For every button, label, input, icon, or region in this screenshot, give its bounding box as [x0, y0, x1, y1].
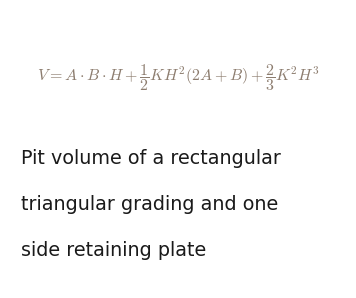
Text: side retaining plate: side retaining plate [21, 241, 206, 260]
Text: $V = A \cdot B \cdot H + \dfrac{1}{2}KH^{2}(2A + B) + \dfrac{2}{3}K^{2}H^{3}$: $V = A \cdot B \cdot H + \dfrac{1}{2}KH^… [37, 62, 319, 93]
Text: triangular grading and one: triangular grading and one [21, 195, 279, 214]
Text: Pit volume of a rectangular: Pit volume of a rectangular [21, 149, 281, 168]
